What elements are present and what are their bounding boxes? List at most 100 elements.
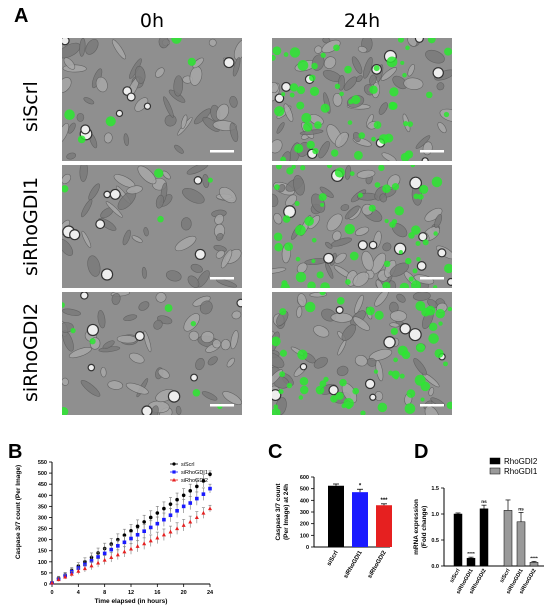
fluorescent-cell xyxy=(171,38,182,44)
fluorescent-cell xyxy=(311,62,318,70)
cell-shape xyxy=(378,102,388,115)
cell-shape xyxy=(122,229,131,246)
cell-shape xyxy=(334,252,347,264)
scale-bar xyxy=(420,277,444,280)
fluorescent-cell xyxy=(62,185,69,193)
y-tick-label: 200 xyxy=(38,538,47,544)
fluorescent-cell xyxy=(388,101,397,110)
fluorescent-cell xyxy=(398,250,403,255)
y-tick-label: 500 xyxy=(300,487,309,493)
fluorescent-cell xyxy=(192,388,201,397)
rounded-cell xyxy=(274,93,285,104)
cell-shape xyxy=(62,123,70,144)
fluorescent-cell xyxy=(312,147,319,155)
fluorescent-cell xyxy=(415,343,426,353)
fluorescent-cell xyxy=(289,83,299,92)
fluorescent-cell xyxy=(283,52,289,57)
data-point-sirhogdi1 xyxy=(155,521,160,526)
fluorescent-cell xyxy=(391,183,400,191)
x-tick-label: 8 xyxy=(103,590,106,596)
rounded-cell xyxy=(80,124,91,135)
data-point-siscrl xyxy=(188,489,193,493)
cell-shape xyxy=(229,122,239,143)
rounded-cell xyxy=(281,81,292,92)
fluorescent-cell xyxy=(295,256,301,262)
rounded-cell xyxy=(408,328,422,342)
cell-shape xyxy=(272,369,283,386)
significance-label: * xyxy=(359,483,362,489)
legend-label: RhoGDI1 xyxy=(504,467,538,476)
data-point-siscrl xyxy=(148,515,153,520)
data-point-sirhogdi1 xyxy=(129,536,133,541)
fluorescent-cell xyxy=(273,232,283,242)
cell-shape xyxy=(141,266,147,279)
fluorescent-cell xyxy=(320,103,330,113)
cell-shape xyxy=(343,76,358,91)
cell-shape xyxy=(231,310,242,320)
fluorescent-cell xyxy=(443,111,450,118)
x-tick-label: siRhoGDI2 xyxy=(367,549,388,579)
cell-shape xyxy=(283,103,294,122)
cell-shape xyxy=(272,267,287,274)
cell-shape xyxy=(334,131,349,148)
x-tick-label: 12 xyxy=(128,590,134,596)
cell-shape xyxy=(323,56,337,69)
cell-shape xyxy=(66,152,77,160)
x-tick-label: 20 xyxy=(181,590,187,596)
cell-shape xyxy=(192,57,204,69)
cell-shape xyxy=(354,354,368,367)
fluorescent-cell xyxy=(274,184,280,191)
cell-shape xyxy=(207,356,218,366)
y-tick-label: 350 xyxy=(38,504,47,510)
x-tick-label: 16 xyxy=(154,590,160,596)
legend-marker xyxy=(172,470,176,474)
rounded-cell xyxy=(194,248,206,260)
cell-shape xyxy=(137,165,157,185)
fluorescent-cell xyxy=(154,168,164,178)
fluorescent-cell xyxy=(304,301,316,313)
cell-shape xyxy=(232,57,241,77)
data-point-sirhogdi2 xyxy=(69,571,74,576)
y-tick-label: 1.5 xyxy=(431,486,439,492)
cell-shape xyxy=(125,382,149,395)
data-point-sirhogdi2 xyxy=(56,577,61,582)
cell-shape xyxy=(180,114,188,130)
legend-marker xyxy=(172,478,176,482)
fluorescent-cell xyxy=(351,95,361,105)
fluorescent-cell xyxy=(295,271,307,283)
data-point-sirhogdi2 xyxy=(194,515,199,520)
data-point-sirhogdi2 xyxy=(89,563,94,568)
data-point-sirhogdi2 xyxy=(142,541,147,546)
rounded-cell xyxy=(167,390,181,403)
cell-shape xyxy=(111,292,121,305)
data-point-sirhogdi2 xyxy=(168,529,173,534)
fluorescent-cell xyxy=(307,281,316,288)
y-tick-label: 400 xyxy=(300,498,309,504)
y-axis-label: mRNA expression xyxy=(413,499,420,555)
rounded-cell xyxy=(409,176,423,190)
scale-bar xyxy=(420,150,444,153)
fluorescent-cell xyxy=(368,204,376,212)
data-point-sirhogdi2 xyxy=(102,557,107,562)
fluorescent-cell xyxy=(272,336,281,347)
data-point-sirhogdi1 xyxy=(175,509,179,513)
data-point-sirhogdi2 xyxy=(201,510,206,515)
panel-letter-c: C xyxy=(268,441,283,463)
cell-shape xyxy=(413,358,427,376)
row-label-sirhogdi1: siRhoGDI1 xyxy=(20,176,42,276)
cell-shape xyxy=(434,213,443,229)
y-tick-label: 50 xyxy=(41,571,47,577)
fluorescent-cell xyxy=(435,308,446,319)
cell-shape xyxy=(380,67,397,81)
cell-shape xyxy=(403,77,424,90)
cell-shape xyxy=(182,188,205,204)
cell-shape xyxy=(425,49,445,64)
cell-shape xyxy=(313,325,330,338)
cell-shape xyxy=(107,380,124,390)
fluorescent-cell xyxy=(352,387,360,395)
cell-shape xyxy=(351,56,363,74)
data-point-siscrl xyxy=(129,528,133,533)
data-point-siscrl xyxy=(175,497,179,502)
x-tick-label: siRhoGDI1 xyxy=(343,549,364,579)
fluorescent-cell xyxy=(405,45,410,51)
